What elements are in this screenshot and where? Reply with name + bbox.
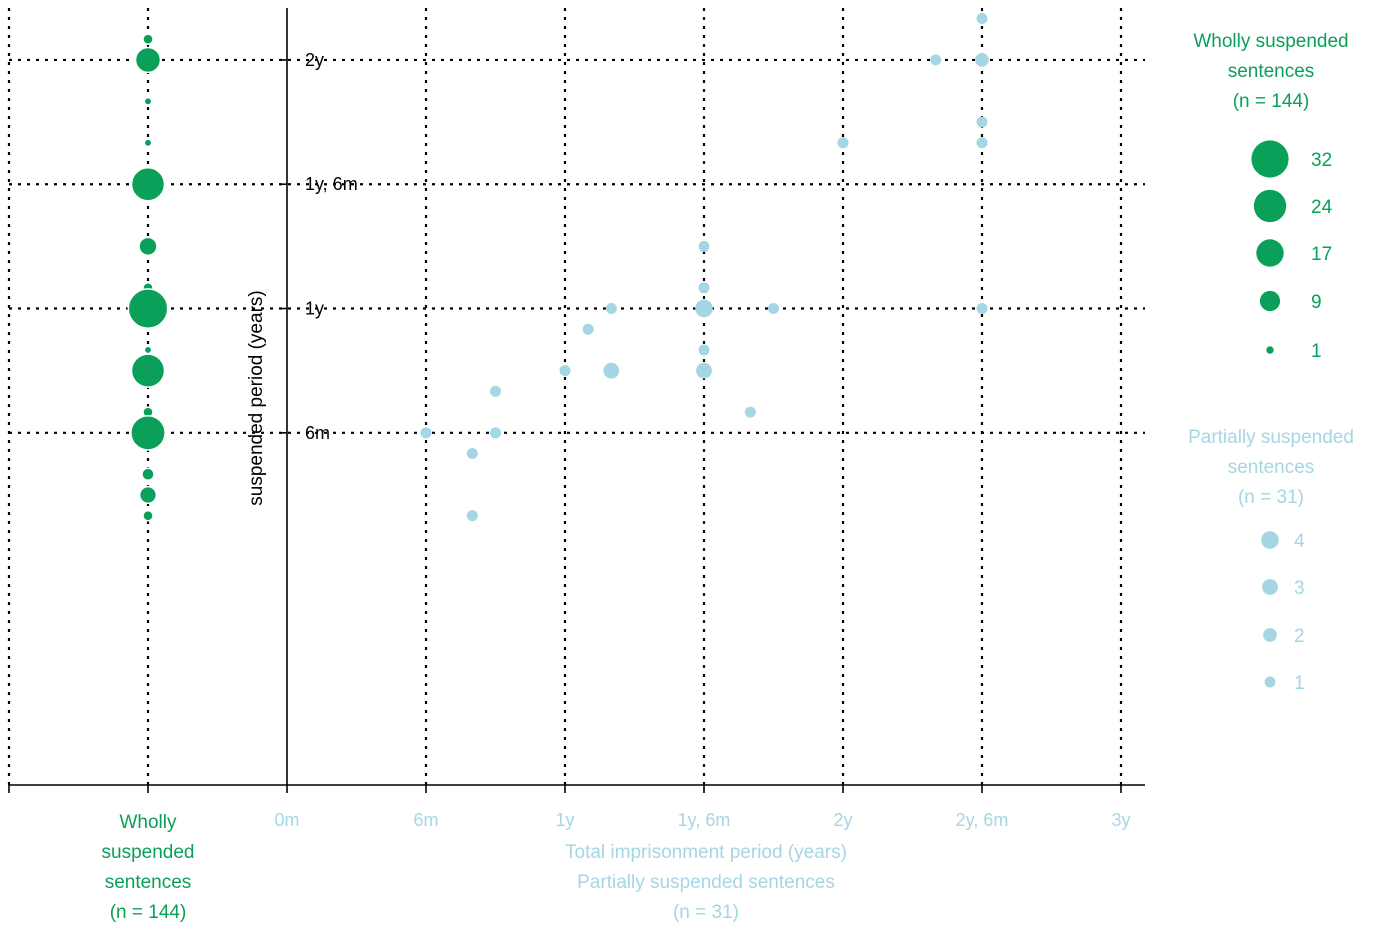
wholly-legend-circle-17 [1256, 239, 1284, 267]
partially-point [976, 12, 988, 24]
wholly-legend-items: 32 24 17 9 1 [1251, 140, 1333, 362]
partially-axis-caption: Partially suspended sentences (n = 31) [577, 872, 835, 923]
partially-point [466, 448, 478, 460]
x-tick-label-2y: 2y [833, 810, 852, 830]
partially-caption-line-1: Partially suspended sentences [577, 872, 835, 893]
wholly-caption-line-2: suspended [102, 842, 195, 863]
partially-point [559, 365, 571, 377]
partially-legend-label-4: 4 [1294, 531, 1305, 552]
wholly-point [130, 166, 166, 202]
y-tick-label-1y, 6m: 1y, 6m [305, 174, 358, 194]
wholly-point [143, 345, 153, 355]
partially-legend-label-2: 2 [1294, 626, 1305, 647]
partially-point [698, 282, 710, 294]
wholly-legend-title-1: Wholly suspended [1193, 31, 1348, 52]
wholly-point [141, 467, 155, 482]
wholly-suspended-series [127, 33, 169, 522]
wholly-point [138, 485, 158, 505]
partially-legend-title-1: Partially suspended [1188, 427, 1354, 448]
partially-caption-line-2: (n = 31) [673, 902, 739, 923]
wholly-axis-caption: Wholly suspended sentences (n = 144) [102, 812, 195, 923]
partially-point [698, 344, 710, 356]
partially-point [695, 299, 713, 318]
wholly-caption-line-1: Wholly [119, 812, 177, 833]
partially-point [976, 116, 988, 128]
x-tick-label-0m: 0m [274, 810, 299, 830]
y-tick-label-2y: 2y [305, 50, 324, 70]
partially-point [975, 53, 989, 67]
partially-point [930, 54, 942, 66]
partially-legend-title-2: sentences [1228, 457, 1315, 478]
wholly-point [138, 236, 158, 257]
wholly-point [143, 138, 153, 148]
partially-point [744, 406, 756, 418]
partially-point [976, 303, 988, 315]
wholly-point [142, 33, 154, 45]
partially-legend-circle-2 [1263, 628, 1277, 642]
wholly-legend-title-3: (n = 144) [1233, 91, 1310, 112]
grid-lines [7, 8, 1145, 785]
x-tick-label-1y: 1y [555, 810, 574, 830]
partially-legend-circle-1 [1264, 676, 1276, 688]
partially-legend: Partially suspended sentences (n = 31) 4… [1188, 427, 1354, 694]
y-axis-title: suspended period (years) [246, 290, 267, 505]
partially-legend-circle-3 [1262, 579, 1278, 595]
partially-point [490, 385, 501, 397]
x-axis-title: Total imprisonment period (years) [565, 842, 847, 863]
x-tick-label-3y: 3y [1111, 810, 1130, 830]
partially-legend-title-3: (n = 31) [1238, 487, 1304, 508]
wholly-legend-circle-9 [1259, 290, 1281, 312]
y-tick-label-6m: 6m [305, 423, 330, 443]
partially-legend-items: 4 3 2 1 [1261, 531, 1305, 694]
wholly-point [134, 46, 162, 74]
wholly-legend: Wholly suspended sentences (n = 144) 32 2… [1193, 31, 1348, 362]
partially-point [696, 362, 712, 379]
partially-point [837, 137, 849, 149]
wholly-legend-label-24: 24 [1311, 197, 1333, 218]
partially-point [466, 510, 478, 522]
x-tick-label-6m: 6m [413, 810, 438, 830]
partially-suspended-series [420, 12, 989, 522]
wholly-legend-circle-24 [1253, 189, 1287, 223]
y-tick-label-1y: 1y [305, 299, 324, 319]
partially-point [490, 427, 501, 439]
wholly-caption-line-4: (n = 144) [110, 902, 187, 923]
partially-point [976, 137, 988, 149]
partially-legend-label-3: 3 [1294, 578, 1305, 599]
partially-point [698, 240, 710, 252]
wholly-point [127, 288, 169, 329]
partially-point [605, 303, 617, 315]
wholly-point [130, 414, 166, 451]
x-tick-label-2y, 6m: 2y, 6m [956, 810, 1009, 830]
wholly-point [142, 509, 154, 522]
x-tick-label-1y, 6m: 1y, 6m [678, 810, 731, 830]
partially-legend-label-1: 1 [1294, 673, 1305, 694]
wholly-legend-label-9: 9 [1311, 292, 1322, 313]
partially-legend-circle-4 [1261, 531, 1279, 549]
partially-point [420, 427, 432, 439]
wholly-legend-circle-1 [1266, 346, 1274, 354]
partially-point [582, 323, 594, 335]
partially-point [768, 303, 779, 315]
axes [8, 8, 1145, 793]
wholly-point [143, 96, 153, 106]
wholly-point [130, 353, 166, 388]
wholly-legend-label-17: 17 [1311, 244, 1332, 265]
wholly-caption-line-3: sentences [105, 872, 192, 893]
wholly-legend-label-32: 32 [1311, 150, 1332, 171]
partially-point [603, 362, 620, 379]
wholly-legend-circle-32 [1251, 140, 1289, 178]
wholly-legend-title-2: sentences [1228, 61, 1315, 82]
wholly-legend-label-1: 1 [1311, 341, 1322, 362]
